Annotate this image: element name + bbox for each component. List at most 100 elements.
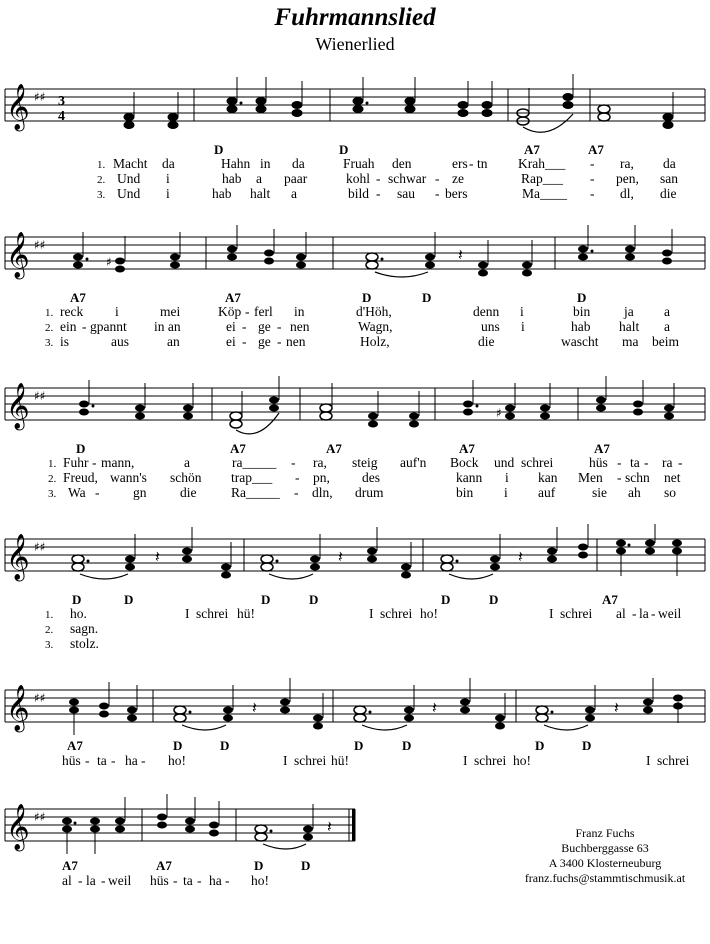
chord-symbol: D [301,858,311,873]
lyric: reck [60,304,84,319]
stems [82,225,673,265]
lyric: - [632,606,637,621]
lyric: sau [397,186,415,201]
lyric: die [478,334,495,349]
verse-number: 3. [48,488,57,500]
lyric: - [111,753,116,768]
sharp-accidental: ♯ [106,255,112,269]
lyric: schön [170,470,202,485]
quarter-rest-icon: 𝄽 [327,817,332,836]
lyric: - [294,485,299,500]
lyric: - [678,455,683,470]
lyric: in [294,304,305,319]
lyric: a [664,304,670,319]
lyric: i [166,186,170,201]
lyric: Rap___ [521,171,563,186]
chord-symbol: D [354,738,364,753]
lyric: dl, [620,186,634,201]
lyric: i [166,171,170,186]
lyric: - [617,470,622,485]
lyric: ha [125,753,138,768]
quarter-rest-icon: 𝄽 [252,698,257,717]
lyric: ferl [254,304,273,319]
lyric: schrei [521,455,554,470]
key-signature-sharp: ♯♯ [34,90,46,104]
lyric: i [115,304,119,319]
lyric: des [362,470,380,485]
lyric: ho! [168,753,186,768]
chord-symbol: D [422,290,432,305]
verse-number: 3. [97,189,106,201]
author-email[interactable]: franz.fuchs@stammtischmusik.at [524,871,686,885]
slur [235,412,280,435]
lyric: hab [571,319,591,334]
system-1: 𝄞 ♯♯ 3 4 [0,74,710,224]
chord-symbol: D [261,592,271,607]
stems [134,524,678,576]
lyric: bin [456,485,474,500]
lyric: sagn. [70,621,99,636]
chord-symbol: D [402,738,412,753]
augmentation-dots [73,821,273,833]
tie [543,724,589,731]
lyric: Hahn [221,156,251,171]
key-signature-sharp: ♯♯ [34,238,46,252]
lyric: halt [250,186,271,201]
lyric: da [162,156,175,171]
lyric: - [277,334,282,349]
notes [123,93,674,129]
lyric: - [277,319,282,334]
lyric: Freud, [63,470,98,485]
chord-symbol: D [577,290,587,305]
staff-1: 𝄞 ♯♯ 3 4 [4,74,706,133]
key-signature-sharp: ♯♯ [34,691,46,705]
treble-clef-icon: 𝄞 [6,685,30,733]
song-subtitle: Wienerlied [315,34,395,54]
lyric: - [92,455,97,470]
lyric: weil [108,873,132,888]
lyric: hab [212,186,232,201]
verse-number: 2. [48,473,57,485]
lyric: die [660,186,677,201]
lyric: ho! [251,873,269,888]
lyric: - [651,606,656,621]
time-signature-bottom: 4 [58,109,65,124]
lyric: - [242,319,247,334]
chord-symbol: A7 [594,441,610,456]
slur [522,113,574,133]
lyric: I [185,606,190,621]
lyric: - [78,873,83,888]
staff-2: 𝄞 ♯♯ ♯ 𝄽 [4,225,706,280]
lyric: - [245,304,250,319]
lyric: bild [348,186,370,201]
lyric: - [291,455,296,470]
lyric: hüs [150,873,169,888]
stems [133,74,674,117]
chord-symbol: A7 [588,142,604,157]
lyric: - [376,171,381,186]
time-signature-top: 3 [58,94,65,109]
author-name: Franz Fuchs [575,826,635,840]
chord-symbol: A7 [459,441,475,456]
lyric: a [256,171,262,186]
lyric: ra, [313,455,327,470]
augmentation-dots [85,249,594,261]
lyric: kohl [346,171,371,186]
lyric: net [664,470,681,485]
lyric: denn [473,304,500,319]
chord-symbol: A7 [524,142,540,157]
lyric: - [590,186,595,201]
treble-clef-icon: 𝄞 [6,534,30,582]
treble-clef-icon: 𝄞 [6,232,30,280]
lyric: Macht [113,156,148,171]
augmentation-dots [91,404,479,408]
lyric: aus [111,334,129,349]
system-5: 𝄞 ♯♯ 𝄽 [0,675,710,825]
quarter-rest-icon: 𝄽 [614,698,619,717]
lyric: - [95,485,100,500]
lyric: - [435,171,440,186]
lyric: i [521,319,525,334]
lyric: sie [592,485,607,500]
lyric: - [197,873,202,888]
tie [79,573,129,580]
